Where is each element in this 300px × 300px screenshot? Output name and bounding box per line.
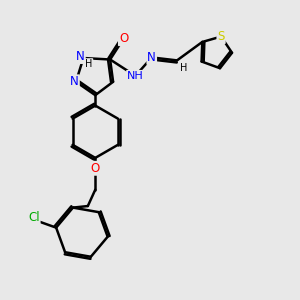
Text: H: H — [180, 63, 187, 74]
Text: H: H — [85, 59, 92, 69]
Text: O: O — [91, 162, 100, 175]
Text: O: O — [119, 32, 128, 45]
Text: N: N — [147, 51, 156, 64]
Text: N: N — [76, 50, 85, 63]
Text: S: S — [218, 30, 225, 43]
Text: Cl: Cl — [28, 211, 40, 224]
Text: N: N — [70, 75, 79, 88]
Text: NH: NH — [127, 71, 144, 81]
